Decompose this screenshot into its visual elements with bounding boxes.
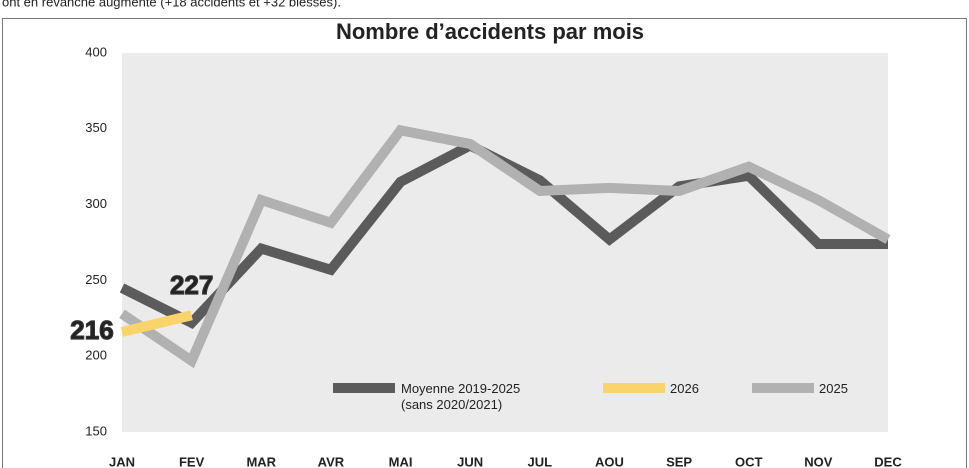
x-tick-label: OCT — [735, 454, 763, 468]
x-tick-label: JUN — [457, 454, 483, 468]
x-tick-label: AOU — [595, 454, 624, 468]
x-tick-label: JUL — [528, 454, 553, 468]
data-label: 216 — [70, 315, 113, 345]
x-tick-label: DEC — [874, 454, 902, 468]
x-tick-label: NOV — [804, 454, 833, 468]
x-tick-label: MAR — [246, 454, 276, 468]
frame — [2, 18, 967, 468]
intro-text: ont en revanche augmenté (+18 accidents … — [2, 0, 341, 9]
x-tick-label: FEV — [179, 454, 205, 468]
data-label: 227 — [170, 270, 213, 300]
legend-label: Moyenne 2019-2025 (sans 2020/2021) — [401, 381, 521, 412]
x-tick-label: SEP — [666, 454, 692, 468]
chart-title: Nombre d’accidents par mois — [336, 19, 644, 44]
x-tick-label: MAI — [389, 454, 413, 468]
series-line — [119, 124, 891, 369]
legend-label: 2026 — [670, 381, 699, 396]
x-tick-label: JAN — [109, 454, 135, 468]
y-tick-label: 300 — [85, 196, 107, 211]
y-tick-label: 250 — [85, 272, 107, 287]
x-tick-label: AVR — [318, 454, 345, 468]
legend-label: 2025 — [819, 381, 848, 396]
y-tick-label: 200 — [85, 348, 107, 363]
y-tick-label: 350 — [85, 120, 107, 135]
y-tick-label: 400 — [85, 44, 107, 59]
series-line — [120, 310, 193, 337]
plot-area — [122, 53, 888, 432]
y-tick-label: 150 — [85, 423, 107, 438]
